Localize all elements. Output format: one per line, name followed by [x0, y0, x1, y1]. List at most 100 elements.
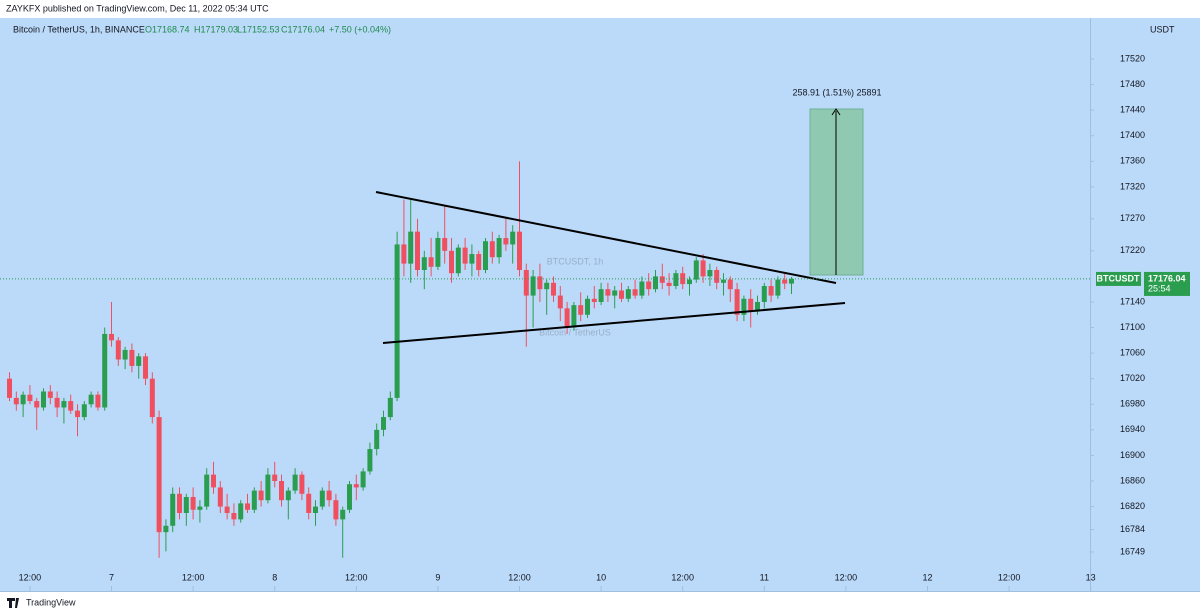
x-tick-label: 12:00: [835, 572, 858, 582]
x-tick-label: 13: [1086, 572, 1096, 582]
candle-body: [211, 474, 217, 488]
footer-brand: TradingView: [26, 597, 76, 607]
candle-body: [122, 349, 128, 360]
candle-body: [517, 231, 523, 271]
candle-body: [578, 305, 584, 315]
x-tick-label: 12:00: [182, 572, 205, 582]
candle-body: [251, 490, 257, 510]
candle-body: [652, 276, 658, 290]
candle-body: [115, 340, 121, 360]
plot: [7, 161, 794, 558]
candle-body: [483, 241, 489, 271]
candle-body: [326, 490, 332, 501]
candle-body: [788, 278, 794, 284]
candle-body: [170, 493, 176, 526]
candle-body: [68, 401, 74, 411]
candle-body: [550, 282, 556, 296]
trendline-lower: [382, 302, 846, 344]
candle-body: [34, 401, 40, 408]
candle-body: [503, 238, 509, 245]
y-tick-label: 17270: [1120, 213, 1145, 223]
candle-body: [591, 298, 597, 302]
candle-body: [537, 276, 543, 290]
y-tick-label: 17440: [1120, 105, 1145, 115]
candle-body: [20, 394, 26, 405]
candle-body: [54, 397, 60, 408]
candle-body: [299, 474, 305, 494]
candle-body: [197, 506, 203, 510]
candle-body: [88, 394, 94, 405]
candle-body: [455, 247, 461, 274]
candle-body: [442, 238, 448, 251]
y-tick-label: 16980: [1120, 399, 1145, 409]
candle-body: [693, 260, 699, 280]
candle-body: [421, 257, 427, 271]
y-tick-label: 17480: [1120, 79, 1145, 89]
x-tick-label: 12:00: [345, 572, 368, 582]
x-tick-label: 8: [272, 572, 277, 582]
y-tick-label: 16940: [1120, 424, 1145, 434]
candle-body: [496, 238, 502, 258]
candle-body: [598, 289, 604, 302]
candle-body: [333, 500, 339, 520]
candle-body: [7, 378, 13, 398]
candle-body: [727, 279, 733, 290]
candle-body: [347, 484, 353, 510]
candle-body: [190, 496, 196, 510]
x-tick-label: 9: [435, 572, 440, 582]
candle-body: [401, 244, 407, 264]
candle-body: [435, 238, 441, 267]
candle-body: [177, 493, 183, 513]
candle-body: [720, 279, 726, 283]
candle-body: [183, 496, 189, 513]
x-tick-label: 10: [596, 572, 606, 582]
price-tag-symbol: BTCUSDT: [1097, 273, 1140, 283]
candle-body: [136, 356, 142, 366]
candle-body: [544, 282, 550, 290]
candle-body: [306, 493, 312, 513]
candle-body: [319, 490, 325, 507]
candle-body: [61, 401, 67, 408]
measure-label: 258.91 (1.51%) 25891: [792, 87, 881, 97]
candle-body: [27, 394, 33, 402]
y-tick-label: 17020: [1120, 373, 1145, 383]
candle-body: [13, 397, 19, 405]
candle-body: [353, 484, 359, 488]
candle-body: [571, 305, 577, 328]
candle-body: [149, 378, 155, 418]
candle-body: [673, 273, 679, 286]
candle-body: [81, 404, 87, 418]
x-tick-label: 11: [760, 572, 769, 582]
legend-low: L17152.53: [237, 24, 280, 34]
candle-body: [449, 250, 455, 274]
candle-body: [564, 308, 570, 328]
price-tag-countdown: 25:54: [1148, 283, 1171, 293]
legend-high: H17179.03: [194, 24, 238, 34]
y-tick-label: 17060: [1120, 348, 1145, 358]
candle-body: [258, 490, 264, 501]
y-tick-label: 16900: [1120, 450, 1145, 460]
candle-body: [748, 298, 754, 312]
y-tick-label: 16860: [1120, 475, 1145, 485]
legend-symbol: Bitcoin / TetherUS, 1h, BINANCE: [13, 24, 145, 34]
candle-body: [292, 474, 298, 491]
candle-body: [707, 270, 713, 277]
candle-body: [476, 254, 482, 271]
candle-body: [387, 397, 393, 418]
candle-body: [279, 481, 285, 501]
x-tick-label: 12: [922, 572, 932, 582]
candle-body: [584, 298, 590, 315]
measure-arrow-head: [831, 108, 841, 116]
chart-background: [0, 18, 1200, 592]
price-tag-symbol-box: [1096, 271, 1141, 286]
candle-body: [680, 273, 686, 285]
candle-body: [741, 298, 747, 315]
candle-body: [686, 279, 692, 285]
y-axis-unit: USDT: [1150, 24, 1175, 34]
candle-body: [530, 276, 536, 296]
candle-body: [469, 254, 475, 264]
candle-body: [224, 506, 230, 513]
footer-logo: [7, 598, 19, 608]
candle-body: [700, 260, 706, 277]
